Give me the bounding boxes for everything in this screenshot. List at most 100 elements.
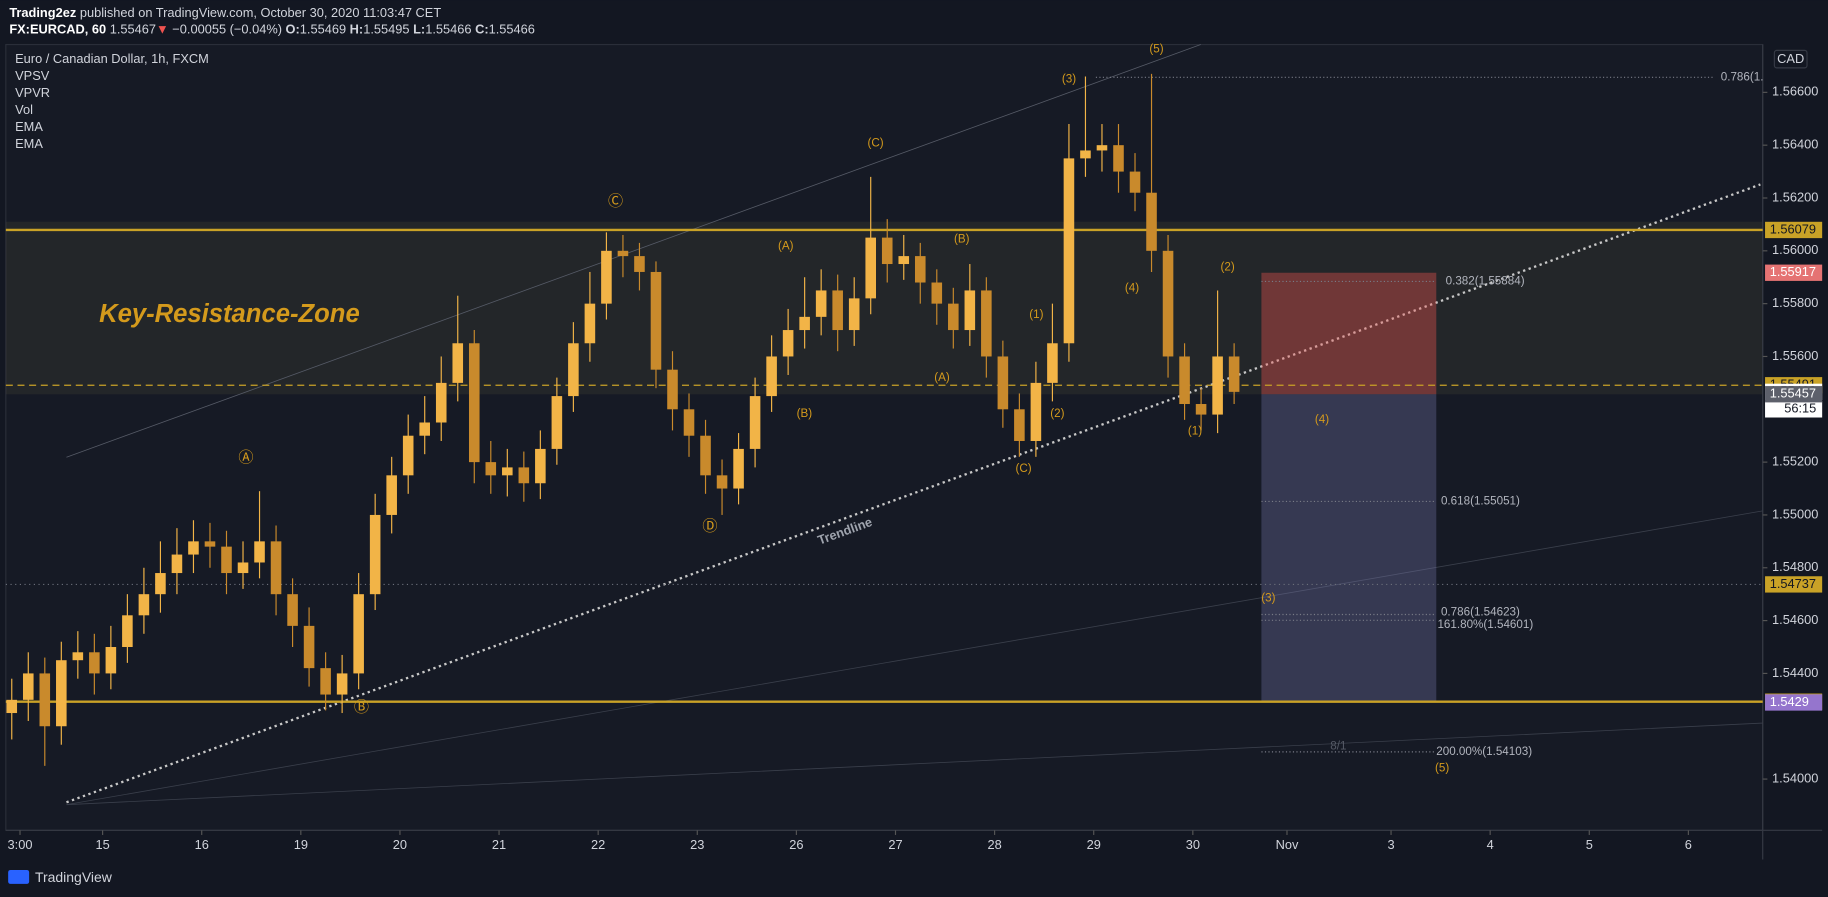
candle-body — [997, 356, 1009, 410]
price-label-bg — [1765, 221, 1823, 239]
legend-item: Vol — [15, 102, 33, 117]
y-tick-label: 1.54800 — [1772, 559, 1818, 574]
candle-body — [72, 652, 84, 661]
candle-body — [6, 699, 18, 714]
x-tick-label: 5 — [1586, 837, 1593, 852]
candle-body — [683, 409, 695, 436]
candle-body — [848, 298, 860, 331]
candle-body — [799, 316, 810, 331]
arrow: ▼ — [156, 22, 169, 37]
candle-body — [948, 303, 959, 331]
x-tick-label: Nov — [1276, 837, 1299, 852]
x-tick-label: 19 — [294, 837, 308, 852]
x-tick-label: 27 — [888, 837, 902, 852]
wave-label: (5) — [1149, 42, 1163, 55]
candle-body — [1113, 145, 1124, 172]
candle-body — [204, 541, 216, 547]
candle-body — [617, 250, 629, 257]
candle-body — [782, 330, 794, 357]
y-tick-label: 1.56200 — [1772, 189, 1818, 204]
x-tick-label: 26 — [789, 837, 803, 852]
candle-body — [815, 290, 827, 317]
wave-label: Ⓓ — [702, 518, 717, 535]
fib-label: 0.786(1.54623) — [1441, 605, 1520, 618]
candle-body — [353, 594, 364, 674]
price-label-bg — [1765, 576, 1823, 593]
published: published on TradingView.com, October 30… — [80, 6, 442, 21]
wave-label: (A) — [934, 371, 950, 384]
wave-label: (A) — [778, 239, 794, 252]
wave-label: (3) — [1062, 73, 1076, 86]
author: Trading2ez — [9, 6, 76, 21]
x-tick-label: 20 — [393, 837, 407, 852]
y-tick-label: 1.55000 — [1772, 506, 1818, 521]
stop-box — [1261, 272, 1437, 395]
candle-body — [518, 467, 530, 484]
candle-body — [1096, 145, 1108, 151]
symbol: FX:EURCAD, 60 — [9, 22, 106, 37]
x-tick-label: 28 — [987, 837, 1001, 852]
wave-label: (3) — [1261, 591, 1275, 604]
fib-label: 0.786(1. — [1721, 70, 1764, 83]
y-tick-label: 1.56600 — [1772, 84, 1818, 99]
y-tick-label: 1.55200 — [1772, 454, 1818, 469]
candle-body — [485, 462, 497, 476]
candle-body — [568, 343, 579, 397]
candle-body — [551, 396, 563, 449]
candle-body — [667, 369, 678, 410]
candle-body — [634, 256, 645, 272]
price-label: 1.55457 — [1770, 386, 1816, 401]
candle-body — [1063, 158, 1075, 344]
last: 1.55467 — [110, 22, 156, 37]
candle-body — [105, 647, 117, 674]
candle-body — [435, 382, 447, 423]
x-tick-label: 3 — [1387, 837, 1394, 852]
legend-item: VPSV — [15, 68, 50, 83]
wave-label: (1) — [1029, 308, 1043, 321]
price-label: 1.5429 — [1770, 694, 1809, 709]
candle-body — [1212, 356, 1223, 415]
candle-body — [1080, 150, 1091, 159]
candle-body — [964, 290, 976, 331]
candle-body — [221, 546, 232, 574]
candle-body — [832, 290, 843, 331]
candle-body — [700, 435, 711, 476]
candle-body — [1228, 356, 1240, 392]
c: 1.55466 — [489, 22, 535, 37]
wave-label: Ⓑ — [354, 699, 369, 716]
h: 1.55495 — [363, 22, 409, 37]
candle-body — [303, 625, 315, 669]
candle-body — [601, 250, 612, 304]
wave-label: (C) — [867, 137, 883, 150]
price-label-bg — [1765, 264, 1823, 281]
countdown: 56:15 — [1784, 401, 1816, 416]
countdown-bg — [1765, 401, 1823, 418]
candle-body — [1195, 404, 1207, 415]
candle-body — [1030, 382, 1042, 441]
l: 1.55466 — [425, 22, 471, 37]
candle-body — [287, 594, 298, 626]
y-tick-label: 1.55800 — [1772, 295, 1818, 310]
candle-body — [188, 541, 199, 555]
y-tick-label: 1.56400 — [1772, 137, 1818, 152]
candle-body — [914, 256, 926, 283]
wave-label: (4) — [1125, 281, 1139, 294]
legend-item: VPVR — [15, 85, 50, 100]
candle-body — [1129, 171, 1141, 193]
symbol-line: FX:EURCAD, 60 1.55467▼ −0.00055 (−0.04%)… — [9, 22, 535, 37]
h-label: H: — [350, 22, 364, 37]
candle-body — [881, 237, 893, 265]
channel-line — [66, 44, 1201, 458]
wave-label: (5) — [1435, 762, 1449, 775]
fib-label: 161.80%(1.54601) — [1437, 618, 1533, 631]
currency-box — [1773, 49, 1808, 69]
candle-body — [402, 435, 414, 476]
x-tick-label: 30 — [1186, 837, 1200, 852]
price-label: 1.56079 — [1770, 221, 1816, 236]
candle-body — [155, 573, 166, 595]
y-tick-label: 1.56000 — [1772, 242, 1818, 257]
price-label-bg — [1765, 694, 1823, 711]
o: 1.55469 — [300, 22, 346, 37]
candle-body — [452, 343, 464, 383]
candle-body — [766, 356, 777, 397]
